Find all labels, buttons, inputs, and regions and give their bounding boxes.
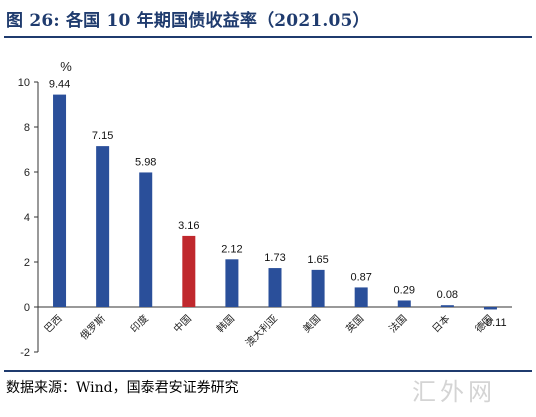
- bar-2: [96, 146, 110, 307]
- y-axis: -2 0 2 4 6 8 10%: [18, 59, 512, 359]
- bar-8: [354, 287, 368, 307]
- category-label: 英国: [343, 312, 366, 335]
- category-label: 印度: [128, 312, 151, 335]
- labels: 9.44 巴西 7.15 俄罗斯 5.98 印度 3.16 中国 2.12 韩国 1.73 澳大利亚 1…: [42, 79, 507, 350]
- bar-10: [440, 305, 454, 307]
- bar-7: [311, 269, 325, 307]
- y-tick-label: 0: [24, 302, 30, 314]
- value-label: 9.44: [49, 79, 70, 91]
- bar-chart: -2 0 2 4 6 8 10% 9.44 巴西 7.15 俄罗斯 5.98 印度 3.16 中国 2.12…: [18, 59, 512, 359]
- value-label: 0.08: [437, 289, 458, 301]
- category-label: 韩国: [214, 312, 237, 335]
- source-note: 数据来源：Wind，国泰君安证券研究: [6, 380, 239, 396]
- y-tick-label: 2: [24, 257, 30, 269]
- title-divider: [4, 36, 532, 38]
- value-label: 2.12: [221, 243, 242, 255]
- value-label: 1.65: [307, 254, 328, 266]
- category-label: 俄罗斯: [77, 312, 107, 342]
- value-label: 0.29: [394, 284, 415, 296]
- watermark-logo: 汇外网: [412, 378, 496, 406]
- y-tick-label: 4: [24, 212, 30, 224]
- category-label: 澳大利亚: [243, 312, 280, 349]
- category-label: 美国: [300, 312, 323, 335]
- bar-5: [225, 259, 239, 307]
- category-label: 中国: [171, 312, 194, 335]
- value-label: 3.16: [178, 220, 199, 232]
- bar-9: [397, 300, 411, 307]
- bar-1: [53, 94, 67, 307]
- value-label: 5.98: [135, 156, 156, 168]
- category-label: 德国: [472, 312, 495, 335]
- figure-title: 图 26: 各国 10 年期国债收益率（2021.05）: [6, 11, 370, 31]
- bar-4: [182, 235, 196, 307]
- bar-6: [268, 268, 282, 307]
- category-label: 日本: [429, 312, 452, 335]
- y-tick-label: 8: [24, 122, 30, 134]
- footer-divider: [4, 370, 532, 372]
- value-label: -0.11: [482, 317, 506, 329]
- y-tick-label: 6: [24, 167, 30, 179]
- y-tick-label: 10: [18, 77, 30, 89]
- bar-11: [483, 307, 497, 310]
- bar-3: [139, 172, 153, 307]
- y-axis-unit: %: [60, 59, 72, 74]
- value-label: 7.15: [92, 130, 113, 142]
- category-label: 巴西: [42, 313, 65, 336]
- y-tick-label: -2: [20, 347, 30, 359]
- bars: [53, 94, 497, 310]
- value-label: 0.87: [350, 271, 371, 283]
- value-label: 1.73: [264, 252, 285, 264]
- category-label: 法国: [386, 312, 409, 335]
